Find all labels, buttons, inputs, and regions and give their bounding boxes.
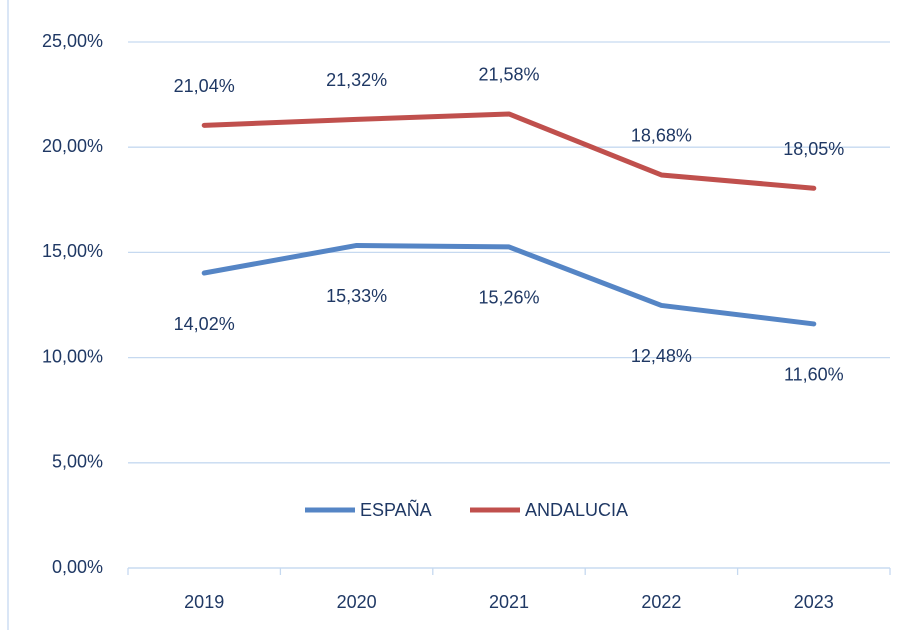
data-label: 15,26% [478,288,539,308]
data-label: 21,32% [326,70,387,90]
y-tick-label: 5,00% [52,452,103,472]
x-tick-label: 2019 [184,592,224,612]
series-line [201,242,817,327]
x-tick-label: 2021 [489,592,529,612]
legend-label: ESPAÑA [360,499,432,520]
data-label: 21,58% [478,65,539,85]
x-tick-label: 2020 [337,592,377,612]
data-label: 21,04% [174,76,235,96]
y-tick-label: 10,00% [42,346,103,366]
legend-label: ANDALUCIA [525,500,628,520]
data-label: 11,60% [784,365,844,385]
data-label: 12,48% [631,346,692,366]
data-label: 14,02% [174,314,235,334]
y-tick-label: 15,00% [42,241,103,261]
data-label: 18,68% [631,126,692,146]
x-tick-label: 2023 [794,592,834,612]
y-tick-label: 0,00% [52,557,103,577]
data-label: 18,05% [783,139,844,159]
y-tick-label: 20,00% [42,136,103,156]
data-label: 15,33% [326,286,387,306]
y-tick-label: 25,00% [42,31,103,51]
series-line [201,111,817,191]
x-tick-label: 2022 [641,592,681,612]
